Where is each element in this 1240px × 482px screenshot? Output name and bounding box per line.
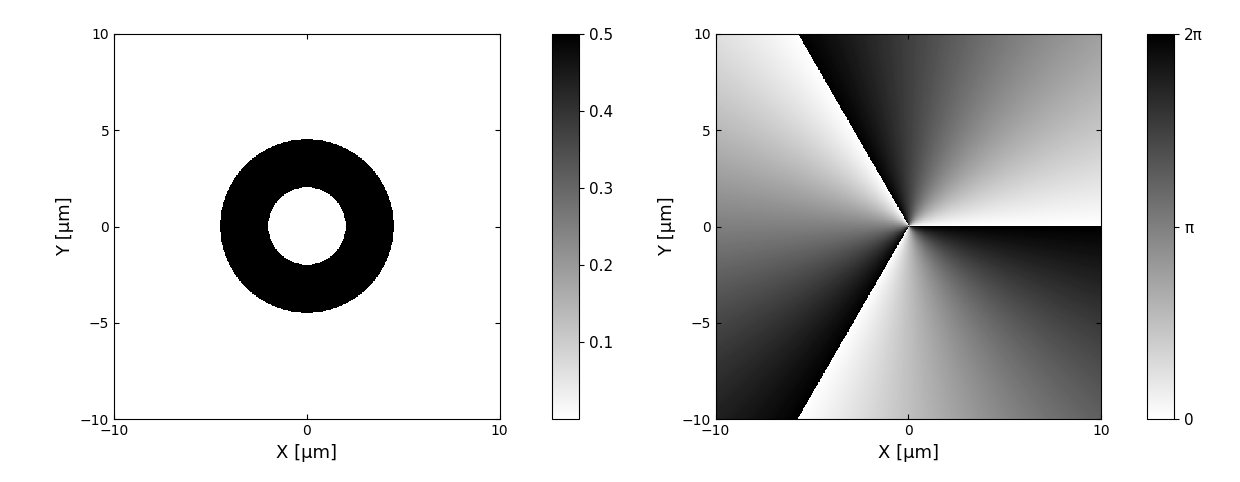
Y-axis label: Y [μm]: Y [μm]	[57, 197, 74, 256]
X-axis label: X [μm]: X [μm]	[878, 444, 939, 462]
X-axis label: X [μm]: X [μm]	[277, 444, 337, 462]
Y-axis label: Y [μm]: Y [μm]	[658, 197, 676, 256]
